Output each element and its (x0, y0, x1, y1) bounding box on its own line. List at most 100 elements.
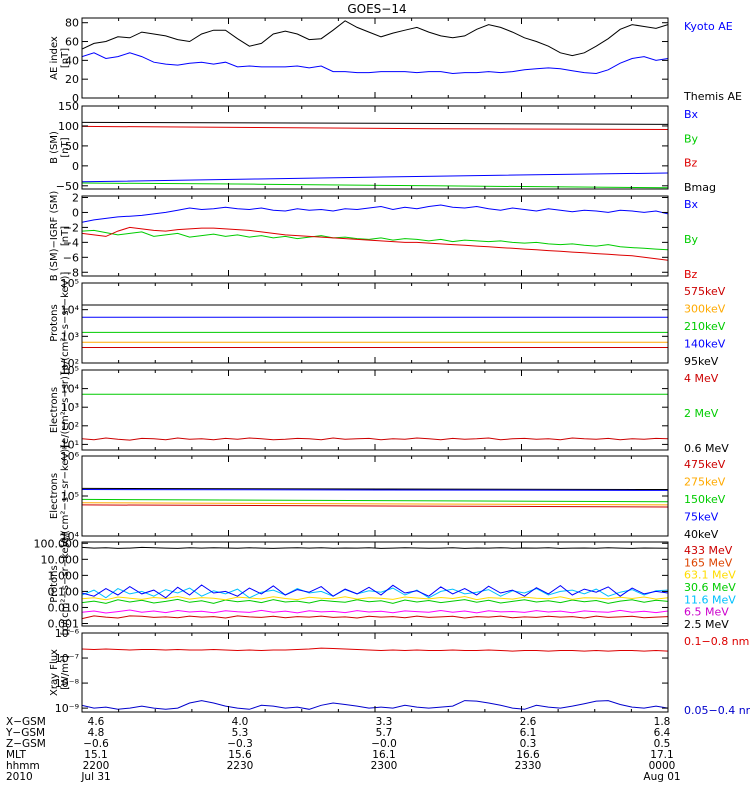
legend-entry: By (684, 132, 699, 145)
legend-entry: 575keV (684, 285, 726, 298)
footer-value: 6.4 (653, 727, 671, 739)
y-tick-label: 0.100 (48, 585, 80, 598)
series-line (82, 20, 668, 57)
y-tick-label: 10⁵ (61, 277, 79, 290)
series-line (82, 498, 668, 503)
panel-2: −8 −6 −4 −2 0 2 B (SM)−IGRF (SM) [nT] Bx By Bz (49, 191, 699, 282)
legend-entry: Bx (684, 198, 699, 211)
y-tick-label: 10² (61, 357, 79, 370)
y-axis-label: Protons (49, 304, 60, 341)
footer-label: hhmm (6, 760, 40, 772)
y-tick-label: 10⁶ (61, 450, 80, 463)
legend-entry: Bx (684, 108, 699, 121)
panel-frame (81, 541, 669, 627)
series-line (82, 609, 668, 614)
y-tick-label: 50 (65, 140, 79, 153)
y-axis-label: Electrons (49, 387, 60, 433)
footer-value: Jul 31 (81, 771, 111, 783)
y-axis-label: [p/(cm²−s−sr−keV)] (60, 272, 71, 375)
footer-column: 4.6 4.8 −0.6 15.1 2200 Jul 31 (72, 717, 120, 783)
y-axis-label: [nT] (60, 48, 71, 68)
legend-entry: 433 MeV (684, 544, 733, 557)
series-line (82, 125, 668, 130)
y-tick-label: −2 (63, 221, 79, 234)
y-axis-label: Electrons (49, 473, 60, 519)
legend-entry: 150keV (684, 493, 726, 506)
series-line (82, 595, 668, 601)
footer-value (360, 772, 408, 783)
series-line (82, 489, 668, 491)
y-tick-label: 10² (61, 420, 79, 433)
panel-frame (81, 282, 669, 364)
legend-entry: 40keV (684, 528, 719, 541)
series-line (82, 584, 668, 599)
y-axis-label: [nT] (60, 137, 71, 157)
y-tick-label: 0 (72, 206, 79, 219)
series-line (82, 502, 668, 506)
y-tick-label: −8 (63, 266, 79, 279)
y-axis-label: [p/(cm²−s−sr−keV)] (60, 533, 71, 636)
legend-entry: 0.1−0.8 nm (684, 635, 749, 648)
legend-entry: 300keV (684, 303, 726, 316)
y-tick-label: −4 (63, 236, 79, 249)
panel-7: 10⁻⁹ 10⁻⁸ 10⁻⁷ 10⁻⁶ Xray Flux [W/m²] 0.1−0.8 n… (49, 627, 750, 717)
y-tick-label: 100.000 (34, 537, 80, 550)
footer-value: 6.1 (519, 727, 537, 739)
legend-entry: By (684, 233, 699, 246)
footer-value: Aug 01 (643, 771, 681, 783)
y-tick-label: −6 (63, 251, 79, 264)
y-tick-label: 40 (65, 54, 79, 67)
y-tick-label: 2 (72, 191, 79, 204)
footer-value (504, 772, 552, 783)
y-axis-label: B (SM) (49, 131, 60, 164)
series-line (82, 587, 668, 599)
y-tick-label: 10³ (61, 401, 79, 414)
legend-entry: 2.5 MeV (684, 618, 729, 631)
footer-value: 2230 (226, 760, 254, 772)
legend-entry: 4 MeV (684, 372, 719, 385)
panel-frame (81, 455, 669, 537)
footer-value: 1.8 (653, 716, 671, 728)
legend-entry: 95keV (684, 355, 719, 368)
footer-value: 2300 (370, 760, 398, 772)
legend-entry: Bmag (684, 181, 716, 194)
series-line (82, 647, 668, 652)
y-tick-label: 10⁻⁹ (55, 702, 79, 715)
footer-value: 5.3 (231, 727, 249, 739)
footer-value: 15.6 (228, 749, 252, 761)
y-axis-label: Xray Flux (49, 649, 60, 696)
legend-entry: 30.6 MeV (684, 581, 736, 594)
series-line (82, 504, 668, 508)
panel-6: 0.001 0.010 0.100 1.000 10.000 100.000 Protons… (34, 533, 737, 636)
legend-entry: 165 MeV (684, 556, 733, 569)
y-tick-label: 10.000 (41, 553, 80, 566)
series-line (82, 615, 668, 620)
y-tick-label: 10⁻⁷ (55, 652, 79, 665)
footer-value: −0.3 (227, 738, 253, 750)
footer-value: 5.7 (375, 727, 393, 739)
series-line (82, 226, 668, 261)
footer-value: 0.5 (653, 738, 671, 750)
y-tick-label: 0 (72, 160, 79, 173)
y-tick-label: −50 (56, 180, 79, 193)
legend-entry: 210keV (684, 320, 726, 333)
footer-value: −0.0 (371, 738, 397, 750)
legend-entry: 11.6 MeV (684, 593, 736, 606)
series-line (82, 487, 668, 490)
footer-value: 15.1 (84, 749, 108, 761)
footer-value: 4.6 (87, 716, 105, 728)
footer-labels: X−GSM Y−GSM Z−GSM MLT hhmm 2010 (6, 717, 46, 783)
y-tick-label: 10⁴ (61, 304, 80, 317)
legend-entry: 275keV (684, 476, 726, 489)
panel-frame (81, 17, 669, 99)
footer-value: 4.0 (231, 716, 249, 728)
footer-value: 3.3 (375, 716, 393, 728)
panel-frame (81, 105, 669, 190)
y-axis-label: [e/(cm²−s−sr)] (60, 372, 71, 448)
y-tick-label: 0.001 (48, 618, 80, 631)
y-tick-label: 0 (72, 92, 79, 105)
y-axis-label: AE index (49, 36, 60, 80)
series-line (82, 546, 668, 549)
